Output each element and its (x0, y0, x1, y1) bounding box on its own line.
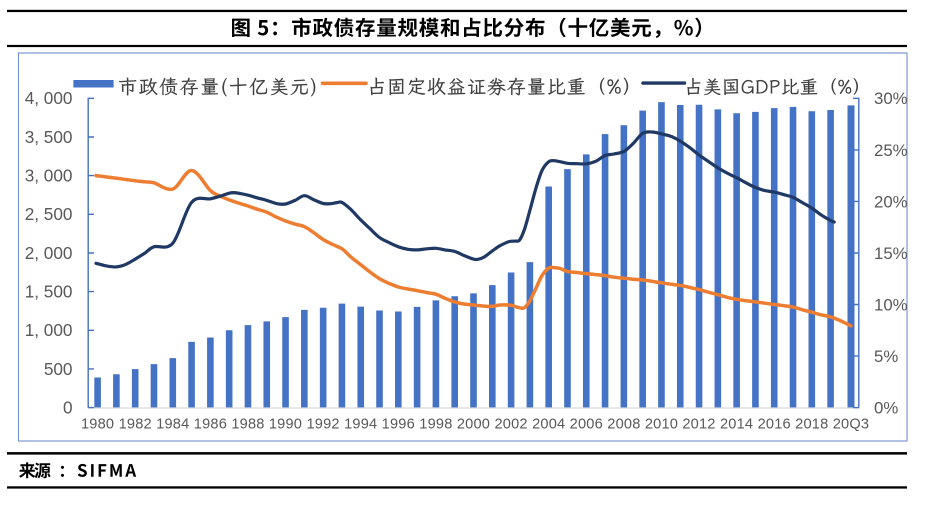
svg-text:1998: 1998 (419, 416, 452, 432)
svg-text:1984: 1984 (156, 416, 189, 432)
svg-text:0%: 0% (874, 399, 898, 418)
svg-text:2016: 2016 (758, 416, 791, 432)
svg-text:2014: 2014 (720, 416, 753, 432)
svg-text:2008: 2008 (607, 416, 640, 432)
svg-text:30%: 30% (874, 89, 908, 108)
svg-text:1, 500: 1, 500 (25, 282, 73, 302)
svg-text:2012: 2012 (682, 416, 715, 432)
svg-text:1982: 1982 (119, 416, 152, 432)
svg-text:2006: 2006 (570, 416, 603, 432)
svg-text:2, 000: 2, 000 (25, 243, 73, 263)
svg-text:20Q3: 20Q3 (833, 416, 870, 432)
svg-text:2, 500: 2, 500 (25, 204, 73, 224)
svg-text:2004: 2004 (532, 416, 565, 432)
svg-text:500: 500 (44, 359, 73, 379)
svg-text:10%: 10% (874, 295, 908, 314)
svg-text:5%: 5% (874, 347, 898, 366)
svg-text:20%: 20% (874, 192, 908, 211)
svg-text:1994: 1994 (344, 416, 377, 432)
svg-text:2010: 2010 (645, 416, 678, 432)
svg-text:1980: 1980 (81, 416, 114, 432)
svg-text:3, 500: 3, 500 (25, 127, 73, 147)
svg-text:1990: 1990 (269, 416, 302, 432)
svg-text:1986: 1986 (194, 416, 227, 432)
svg-text:1988: 1988 (231, 416, 264, 432)
svg-text:1992: 1992 (306, 416, 339, 432)
svg-text:0: 0 (63, 398, 73, 418)
svg-text:1, 000: 1, 000 (25, 320, 73, 340)
svg-text:2018: 2018 (795, 416, 828, 432)
svg-text:1996: 1996 (382, 416, 415, 432)
svg-text:15%: 15% (874, 244, 908, 263)
svg-text:25%: 25% (874, 141, 908, 160)
svg-text:2002: 2002 (494, 416, 527, 432)
svg-text:3, 000: 3, 000 (25, 166, 73, 186)
svg-text:4, 000: 4, 000 (25, 88, 73, 108)
svg-text:2000: 2000 (457, 416, 490, 432)
